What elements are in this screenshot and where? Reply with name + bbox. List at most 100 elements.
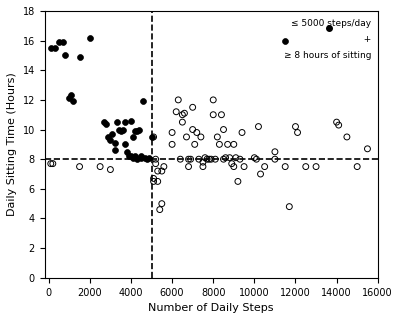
Point — [233, 155, 239, 160]
Point — [228, 161, 235, 166]
Point — [134, 128, 140, 133]
Point — [294, 130, 301, 135]
Point — [154, 169, 161, 174]
Point — [175, 97, 182, 102]
Point — [220, 156, 227, 162]
Point — [188, 156, 194, 162]
Point — [313, 164, 319, 169]
Point — [272, 156, 278, 162]
Point — [134, 156, 140, 162]
Point — [150, 176, 157, 181]
Point — [144, 156, 151, 162]
Point — [173, 109, 180, 114]
Point — [146, 155, 153, 160]
Point — [130, 155, 136, 160]
Point — [60, 39, 66, 44]
Point — [183, 134, 190, 140]
Point — [152, 156, 159, 162]
Point — [251, 155, 258, 160]
Point — [124, 149, 130, 154]
Point — [179, 120, 186, 125]
Point — [292, 124, 299, 129]
Point — [48, 45, 54, 51]
Point — [196, 156, 202, 162]
Point — [241, 164, 247, 169]
Point — [239, 130, 245, 135]
Point — [70, 99, 76, 104]
Point — [220, 127, 227, 132]
X-axis label: Number of Daily Steps: Number of Daily Steps — [148, 303, 274, 313]
Point — [159, 169, 165, 174]
Point — [140, 99, 146, 104]
Point — [194, 130, 200, 135]
Point — [113, 120, 120, 125]
Point — [50, 161, 56, 166]
Point — [230, 142, 237, 147]
Point — [105, 134, 112, 140]
Point — [52, 45, 58, 51]
Point — [56, 39, 62, 44]
Point — [116, 127, 122, 132]
Point — [111, 140, 118, 145]
Point — [208, 156, 214, 162]
Point — [111, 148, 118, 153]
Point — [107, 137, 114, 142]
Point — [156, 207, 163, 212]
Point — [48, 161, 54, 166]
Point — [130, 134, 136, 140]
Point — [282, 38, 288, 43]
Point — [76, 54, 83, 60]
Point — [161, 164, 167, 169]
Point — [118, 128, 124, 133]
Point — [66, 96, 72, 101]
Point — [272, 149, 278, 154]
Point — [190, 105, 196, 110]
Point — [237, 156, 243, 162]
Point — [128, 154, 134, 159]
Point — [210, 112, 216, 117]
Point — [159, 201, 165, 206]
Point — [152, 161, 159, 166]
Point — [282, 164, 288, 169]
Point — [138, 154, 144, 159]
Text: +: + — [335, 35, 371, 44]
Point — [132, 128, 138, 133]
Point — [214, 134, 220, 140]
Point — [103, 121, 110, 126]
Point — [210, 97, 216, 102]
Point — [302, 164, 309, 169]
Point — [226, 155, 233, 160]
Point — [235, 179, 241, 184]
Point — [344, 134, 350, 140]
Point — [87, 35, 93, 40]
Point — [257, 172, 264, 177]
Point — [255, 124, 262, 129]
Point — [185, 156, 192, 162]
Point — [138, 155, 144, 160]
Point — [218, 112, 225, 117]
Point — [179, 112, 186, 117]
Point — [216, 142, 222, 147]
Point — [185, 164, 192, 169]
Point — [200, 164, 206, 169]
Point — [122, 142, 128, 147]
Text: ≥ 8 hours of sitting: ≥ 8 hours of sitting — [284, 51, 371, 60]
Point — [62, 53, 68, 58]
Point — [190, 127, 196, 132]
Point — [107, 167, 114, 172]
Point — [142, 155, 148, 160]
Text: ≤ 5000 steps/day: ≤ 5000 steps/day — [291, 19, 371, 28]
Point — [198, 134, 204, 140]
Point — [150, 134, 157, 140]
Point — [354, 164, 360, 169]
Point — [253, 156, 260, 162]
Point — [181, 111, 188, 116]
Point — [150, 179, 157, 184]
Point — [262, 164, 268, 169]
Point — [334, 120, 340, 125]
Point — [76, 164, 83, 169]
Point — [154, 179, 161, 184]
Y-axis label: Daily Sitting Time (Hours): Daily Sitting Time (Hours) — [7, 73, 17, 216]
Point — [364, 146, 371, 151]
Point — [109, 132, 116, 137]
